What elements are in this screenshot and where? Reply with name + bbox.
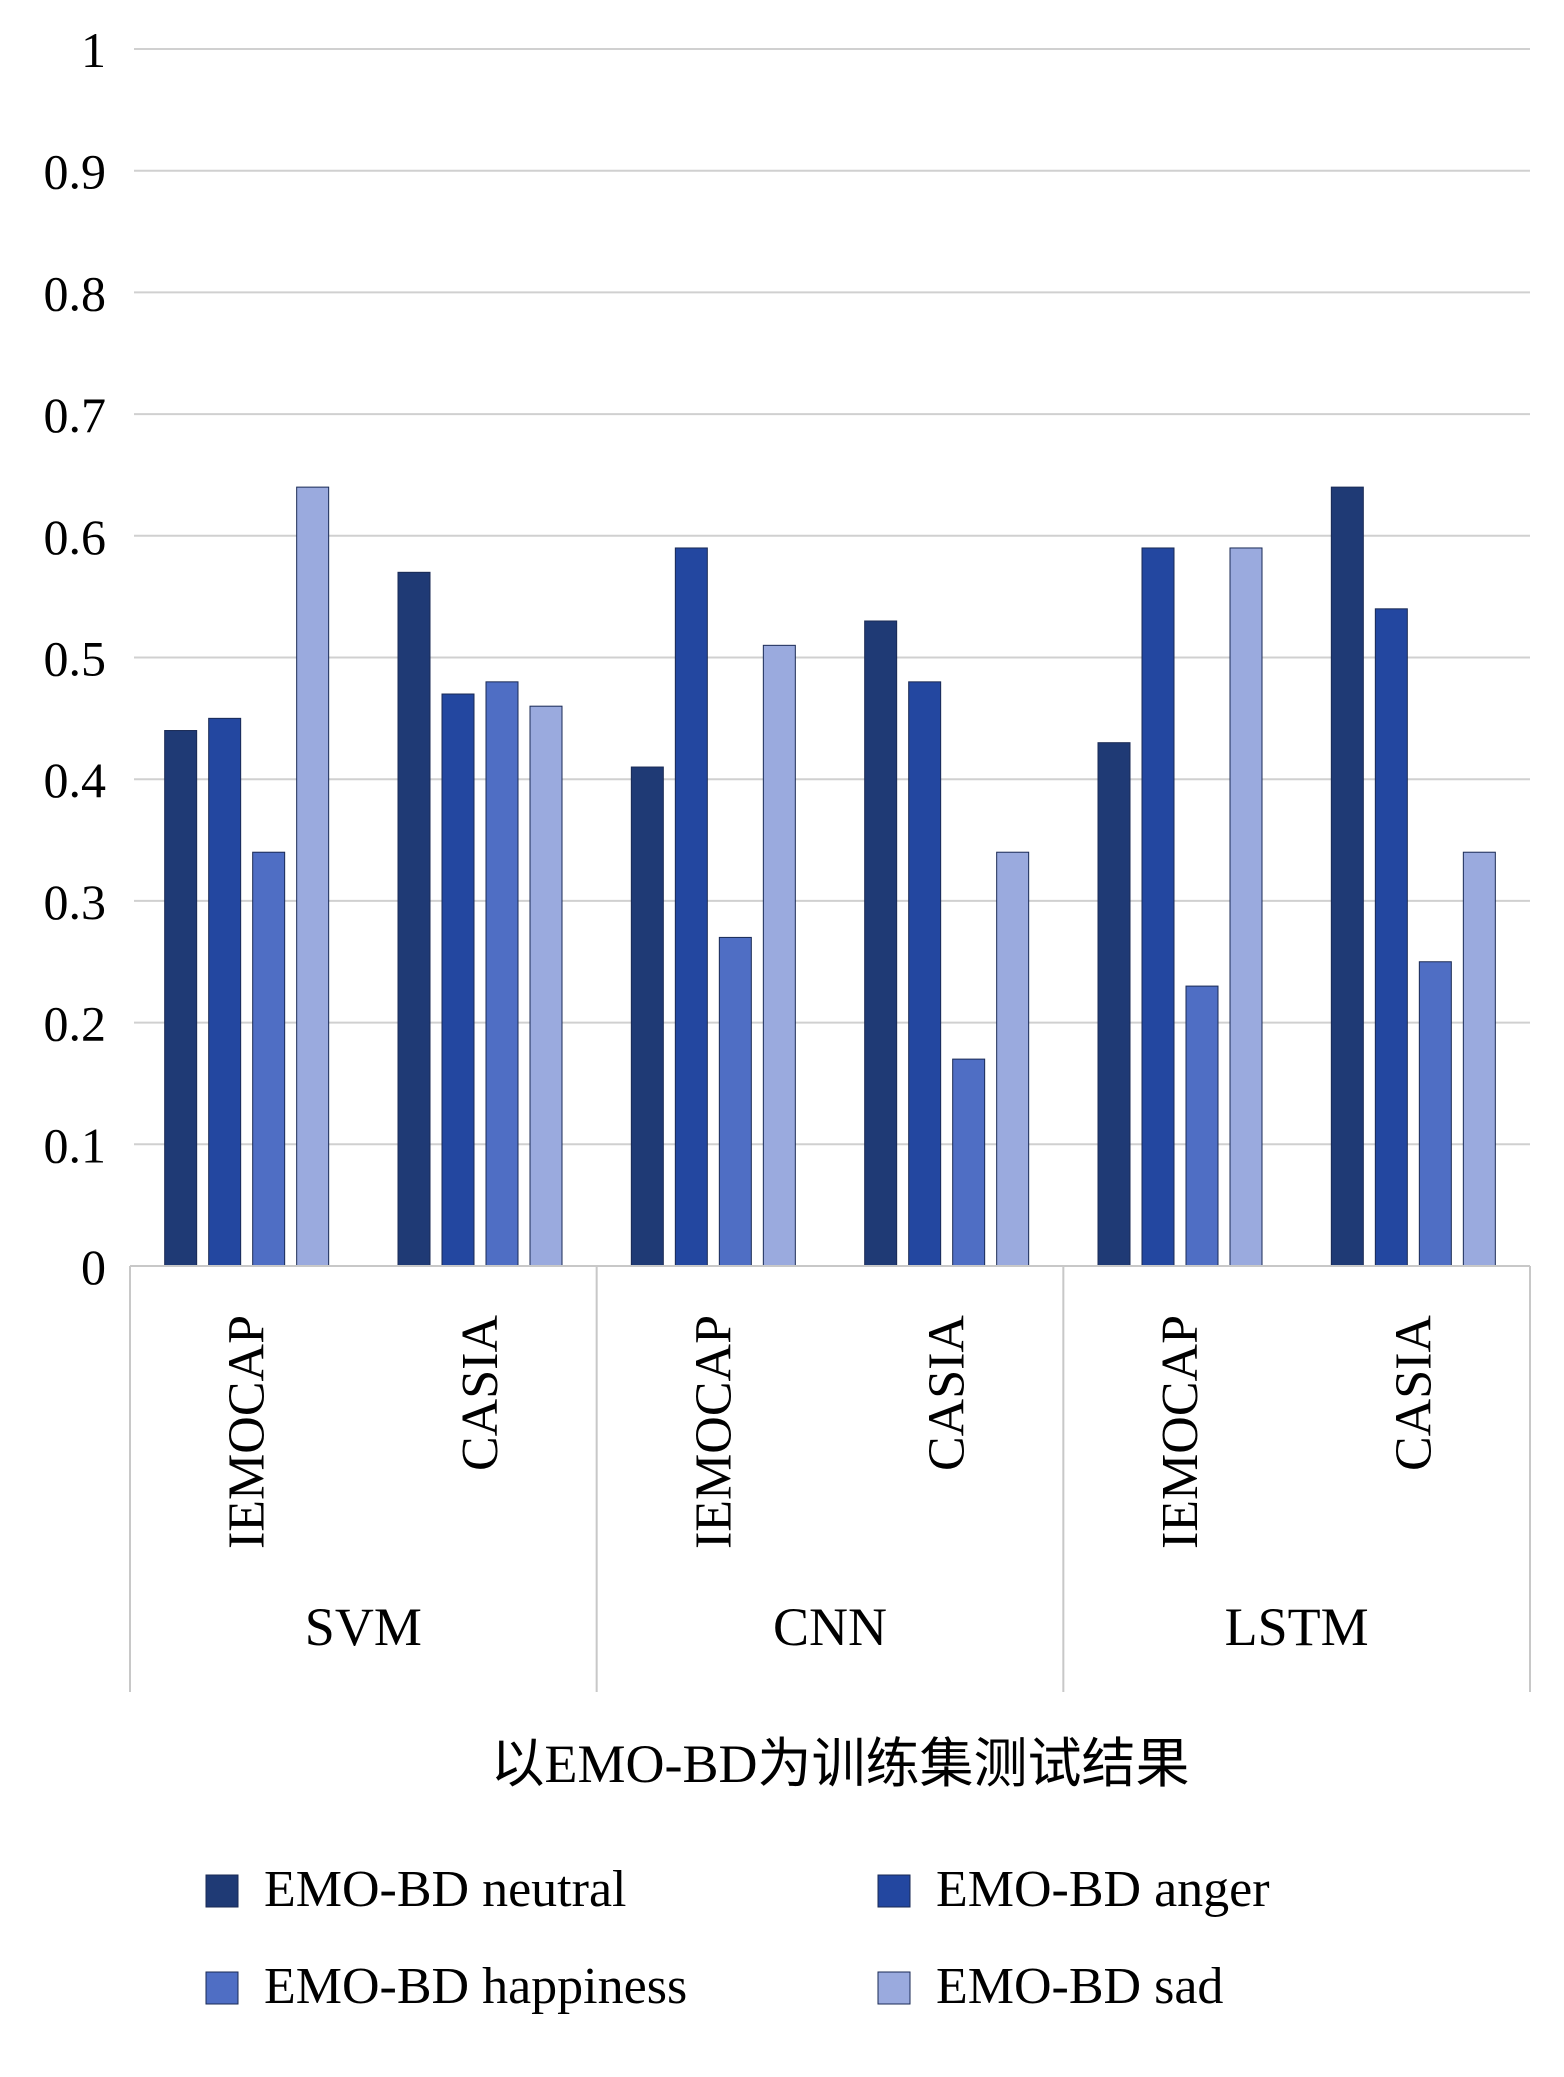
bar [529, 705, 563, 1267]
legend-label: EMO-BD anger [936, 1861, 1270, 1918]
x-group-labels: SVM CNN LSTM [305, 1597, 1369, 1657]
x-group-label: CNN [773, 1597, 887, 1657]
y-tick-label: 0.1 [44, 1117, 107, 1173]
x-group-label: LSTM [1225, 1597, 1369, 1657]
legend-label: EMO-BD happiness [264, 1958, 687, 2015]
x-category-labels: IEMOCAP CASIA IEMOCAP CASIA IEMOCAP CASIA [219, 1315, 1443, 1549]
bars [164, 486, 1496, 1267]
y-tick-label: 0 [81, 1239, 106, 1295]
y-tick-label: 0.4 [44, 752, 107, 808]
bar [485, 681, 519, 1267]
bar [208, 717, 242, 1267]
bar [630, 766, 664, 1267]
bar [441, 693, 475, 1267]
x-group-label: SVM [305, 1597, 422, 1657]
x-category-label: CASIA [452, 1315, 509, 1471]
bar [164, 730, 198, 1267]
y-tick-label: 0.7 [44, 387, 107, 443]
bar [996, 851, 1030, 1267]
bar [296, 486, 330, 1267]
legend-label: EMO-BD sad [936, 1958, 1223, 2015]
legend-swatch [205, 1874, 239, 1908]
x-axis-title: 以EMO-BD为训练集测试结果 [491, 1734, 1190, 1794]
bar [397, 571, 431, 1267]
legend-swatch [877, 1971, 911, 2005]
legend: EMO-BD neutral EMO-BD anger EMO-BD happine… [205, 1861, 1270, 2015]
y-tick-label: 0.9 [44, 144, 107, 200]
gridlines [134, 48, 1530, 1146]
bar [1229, 547, 1263, 1267]
y-tick-label: 0.3 [44, 874, 107, 930]
bar [952, 1058, 986, 1267]
bar [864, 620, 898, 1267]
y-tick-label: 0.2 [44, 996, 107, 1052]
y-tick-label: 1 [81, 22, 106, 78]
y-tick-label: 0.5 [44, 631, 107, 687]
x-category-label: IEMOCAP [219, 1315, 276, 1549]
x-category-label: IEMOCAP [685, 1315, 742, 1549]
legend-swatch [877, 1874, 911, 1908]
bar [1462, 851, 1496, 1267]
x-category-label: CASIA [919, 1315, 976, 1471]
legend-swatch [205, 1971, 239, 2005]
x-category-label: CASIA [1385, 1315, 1442, 1471]
bar [1330, 486, 1364, 1267]
bar [1185, 985, 1219, 1267]
bar [1097, 742, 1131, 1267]
bar [908, 681, 942, 1267]
y-tick-labels: 0 0.1 0.2 0.3 0.4 0.5 0.6 0.7 0.8 0.9 1 [44, 22, 107, 1295]
bar [1374, 608, 1408, 1267]
bar [762, 644, 796, 1267]
legend-label: EMO-BD neutral [264, 1861, 626, 1918]
bar [674, 547, 708, 1267]
y-tick-label: 0.8 [44, 265, 107, 321]
y-tick-label: 0.6 [44, 509, 107, 565]
x-category-label: IEMOCAP [1152, 1315, 1209, 1549]
bar [1141, 547, 1175, 1267]
bar [718, 936, 752, 1267]
bar [1418, 961, 1452, 1267]
bar [252, 851, 286, 1267]
axes [129, 1265, 1531, 1692]
